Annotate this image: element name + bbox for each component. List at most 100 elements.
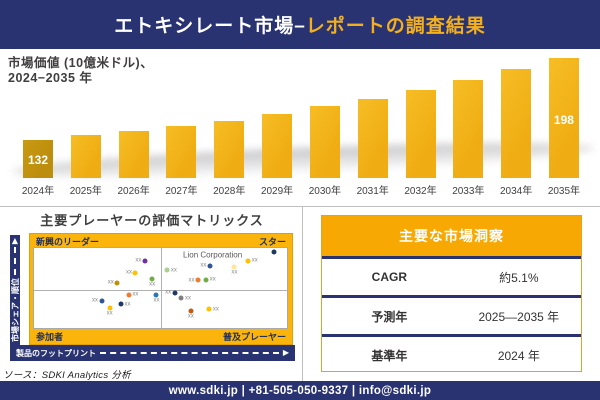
dashed-line	[100, 352, 279, 354]
bar-year-label: 2035年	[547, 186, 581, 197]
scatter-point	[271, 249, 277, 255]
matrix-frame: 新興のリーダー スター Lion Corporation xx xx xx xx xx x…	[29, 233, 293, 345]
matrix-y-axis-inner: 市場シェア・順位 ▶	[10, 235, 20, 345]
scatter-point-label: xx	[153, 297, 160, 304]
bar-column: 2031年	[357, 50, 389, 197]
table-row: 予測年 2025—2035 年	[322, 295, 581, 334]
bar-2028年	[214, 121, 245, 178]
table-row-label: 予測年	[371, 309, 408, 324]
quadrant-label-pervasive-players: 普及プレーヤー	[222, 331, 286, 342]
scatter-point-label: xx	[132, 291, 139, 298]
arrow-right-icon: ▶	[282, 348, 289, 357]
bar-year-label: 2032年	[404, 186, 437, 197]
bar-year-label: 2030年	[308, 186, 341, 197]
matrix-y-axis: 市場シェア・順位 ▶	[10, 235, 20, 345]
bar-2032年	[405, 90, 436, 178]
bar-chart-caption: 市場価値 (10億米ドル)、 2024−2035 年	[8, 56, 153, 86]
bar-2035年: 198	[548, 58, 579, 178]
bar-2025年	[70, 135, 101, 178]
table-row-value: 約5.1%	[499, 270, 539, 285]
scatter-point-label: xx	[106, 310, 113, 317]
scatter-point: xx	[188, 308, 194, 320]
quadrant-label-emerging-leaders: 新興のリーダー	[36, 237, 100, 247]
bar-2026年	[118, 131, 149, 178]
bar-2034年	[501, 69, 532, 178]
insights-table: 主要な市場洞察 CAGR 約5.1% 予測年 2025—2035 年基準年 2024 年	[321, 215, 582, 372]
scatter-point: xx	[164, 267, 177, 273]
bar-column: 2033年	[452, 50, 484, 197]
footer-contact: www.sdki.jp | +81-505-050-9337 | info@sd…	[168, 384, 432, 397]
bar-column: 2027年	[165, 50, 198, 197]
scatter-point-label: xx	[107, 279, 114, 286]
scatter-point: xx	[118, 301, 131, 307]
scatter-point-label: xx	[92, 297, 99, 304]
quadrant-label-stars: スター	[258, 237, 286, 247]
bar-column: 2025年	[70, 50, 102, 197]
scatter-point: xx	[200, 263, 213, 269]
matrix-title: 主要プレーヤーの評価マトリックス	[40, 213, 264, 228]
scatter-point-label: xx	[184, 295, 191, 302]
scatter-point: xx	[245, 258, 258, 264]
scatter-point-label: xx	[124, 301, 131, 308]
scatter-point-label: xx	[149, 281, 156, 288]
footer-bar: www.sdki.jp | +81-505-050-9337 | info@sd…	[0, 381, 600, 400]
horizontal-divider	[0, 206, 600, 207]
bar-chart-caption-line1: 市場価値 (10億米ドル)、	[8, 56, 154, 70]
bar-value-label: 132	[27, 153, 49, 167]
scatter-point: xx	[165, 290, 178, 296]
matrix-x-axis: 製品のフットプリント ▶	[10, 345, 295, 361]
bar-column: 2028年	[213, 50, 245, 197]
scatter-point-label: xx	[212, 306, 219, 313]
scatter-point: xx	[203, 277, 216, 283]
scatter-point: xx	[126, 270, 138, 276]
scatter-point: xx	[206, 306, 219, 312]
arrow-up-icon: ▶	[10, 238, 19, 245]
bar-year-label: 2033年	[452, 186, 485, 197]
bar-2024年: 132	[23, 140, 53, 178]
table-row: 基準年 2024 年	[322, 334, 581, 373]
scatter-point: xx	[153, 292, 159, 303]
scatter-point-label: xx	[200, 262, 207, 269]
insights-table-body: CAGR 約5.1% 予測年 2025—2035 年基準年 2024 年	[322, 256, 581, 373]
bar-year-label: 2029年	[260, 186, 294, 197]
scatter-point: xx	[188, 277, 201, 283]
scatter-point: xx	[108, 280, 120, 286]
scatter-point: xx	[231, 264, 237, 275]
matrix-x-axis-label: 製品のフットプリント	[16, 348, 96, 358]
bar-2033年	[453, 80, 484, 178]
table-row-label: 基準年	[371, 348, 408, 363]
scatter-point-label: xx	[251, 257, 258, 264]
dashed-line	[14, 247, 16, 275]
scatter-point-label: xx	[125, 269, 132, 276]
report-header: エトキシレート市場– レポートの調査結果	[0, 0, 600, 49]
scatter-point-label: xx	[231, 269, 238, 276]
scatter-point-label: xx	[187, 313, 194, 320]
bar-year-label: 2028年	[213, 186, 246, 197]
bar-column: 132 2024年	[22, 50, 54, 197]
bar-year-label: 2025年	[69, 186, 102, 197]
bar-value-label: 198	[553, 113, 574, 127]
scatter-point-label: xx	[209, 276, 216, 283]
scatter-point-label: xx	[170, 267, 177, 274]
bar-2029年	[262, 114, 293, 178]
bar-column: 2034年	[500, 50, 532, 197]
source-note: ソース：SDKI Analytics 分析	[3, 370, 131, 381]
table-row: CAGR 約5.1%	[322, 256, 581, 295]
scatter-point: xx	[92, 298, 105, 304]
scatter-point: xx	[135, 258, 148, 264]
bar-year-label: 2031年	[356, 186, 389, 197]
scatter-point-label: xx	[165, 289, 172, 296]
bar-2030年	[309, 106, 340, 178]
scatter-point-label: xx	[135, 257, 142, 264]
table-row-label: CAGR	[371, 270, 407, 284]
bar-column: 2026年	[118, 50, 150, 197]
scatter-point-label: xx	[188, 277, 195, 284]
table-row-value: 2025—2035 年	[478, 309, 560, 324]
insights-table-header: 主要な市場洞察	[322, 216, 581, 256]
report-title-market: エトキシレート市場–	[114, 16, 306, 37]
bar-year-label: 2027年	[165, 186, 198, 197]
bar-column: 198 2035年	[548, 50, 580, 197]
matrix-y-axis-label: 市場シェア・順位	[10, 278, 20, 342]
bar-chart-caption-line2: 2024−2035 年	[8, 71, 93, 85]
